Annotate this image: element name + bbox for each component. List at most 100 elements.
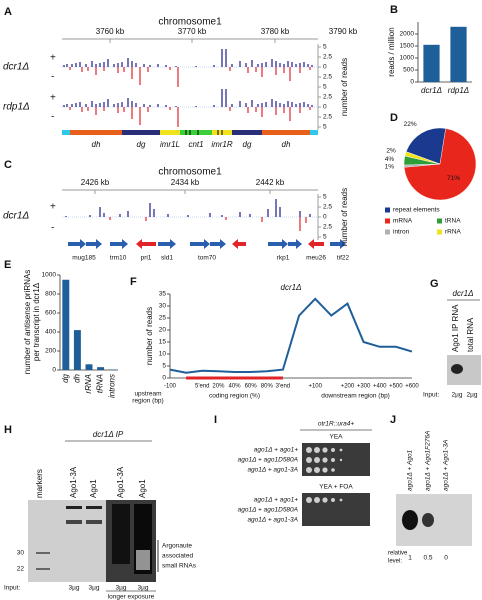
panel-label: A [4, 6, 12, 18]
x-tick-label: tRNA [96, 374, 105, 393]
strand-label: + [50, 93, 56, 104]
panel-label: J [390, 414, 396, 426]
chart-title: dcr1Δ [281, 283, 302, 292]
slice-label: 4% [385, 156, 395, 163]
x-tick-label: 5'end [195, 384, 210, 390]
annotation: Argonaute [162, 543, 192, 550]
chromosome-title: chromosome1 [158, 17, 222, 28]
bar [85, 364, 93, 370]
legend-label: tRNA [445, 218, 461, 225]
legend-swatch [385, 218, 390, 224]
lane-label: Ago1 [89, 479, 98, 498]
lane-label: ago1Δ + Ago1 [407, 449, 414, 491]
slice-label: 1% [385, 163, 395, 170]
y-tick-label: 1000 [400, 55, 415, 62]
annotation: associated [162, 553, 193, 560]
lane-label: Ago1 IP RNA [451, 304, 460, 352]
gene-label: mug185 [72, 255, 96, 262]
marker-size: 22 [17, 566, 25, 573]
panel-label: G [430, 278, 439, 290]
strand-label: - [51, 112, 54, 123]
x-tick-label: 80% [261, 384, 274, 390]
feature-label: dh [92, 140, 101, 149]
position-label: 3790 kb [329, 27, 358, 36]
scale-title: number of reads [340, 188, 349, 246]
lane-label: Ago1-3A [116, 466, 125, 498]
panel-label: C [4, 159, 12, 171]
gel-g [447, 299, 481, 385]
marker-size: 30 [17, 550, 25, 557]
y-tick-label: 600 [45, 310, 56, 317]
strain: ago1Δ + ago1D580A [238, 507, 298, 514]
y-tick-label: 35 [159, 291, 167, 298]
strand-label: - [51, 223, 54, 234]
x-tick-label: 20% [212, 384, 225, 390]
gene-label: tom70 [198, 255, 216, 262]
input-amount: 2µg [467, 392, 478, 399]
medium: YEA + FOA [319, 484, 353, 491]
strand-label: + [50, 53, 56, 64]
position-label: 2442 kb [256, 178, 285, 187]
scale-label: 0 [323, 214, 327, 221]
input-amount: 3µg [116, 585, 127, 592]
position-label: 3760 kb [96, 27, 125, 36]
bar [423, 44, 440, 82]
legend-label: mRNA [393, 218, 413, 225]
plates-i [300, 429, 372, 526]
legend-swatch [385, 229, 390, 235]
scale-label: 0 [323, 64, 327, 71]
strain: ago1Δ + ago1-3A [247, 467, 298, 474]
strand-label: - [51, 72, 54, 83]
scale-label: 2.5 [323, 224, 332, 231]
position-label: 2426 kb [81, 178, 110, 187]
x-tick-label: 40% [229, 384, 242, 390]
annotation: small RNAs [162, 563, 197, 570]
scale-label: 0 [323, 104, 327, 111]
gene-label: tif22 [337, 255, 350, 262]
gel-h [28, 440, 159, 592]
ip-label: dcr1Δ IP [93, 430, 124, 439]
strand-label: + [50, 202, 56, 213]
y-tick-label: 10 [159, 351, 167, 358]
panel-label: D [390, 112, 398, 124]
x-tick-label: dcr1Δ [421, 86, 442, 95]
gene-label: pri1 [141, 255, 152, 262]
scale-label: 2.5 [323, 94, 332, 101]
position-label: 3780 kb [261, 27, 290, 36]
scale-label: 5 [323, 84, 327, 91]
region-label: coding region (%) [209, 393, 260, 400]
pie-slice [405, 127, 446, 165]
level: 0.5 [423, 555, 432, 562]
y-tick-label: 1000 [42, 272, 57, 279]
panel-label: I [214, 414, 217, 426]
bar [450, 26, 467, 82]
legend-swatch [437, 229, 442, 235]
lane-label: ago1Δ + Ago1F276A [425, 431, 432, 491]
x-tick-label: -100 [164, 384, 177, 390]
position-label: 2434 kb [171, 178, 200, 187]
gene-label: meu26 [306, 255, 326, 262]
level: 0 [444, 555, 448, 562]
slice-label: 71% [447, 175, 460, 182]
y-tick-label: 0 [52, 367, 56, 374]
x-tick-label: 3'end [276, 384, 291, 390]
y-tick-label: 30 [159, 303, 167, 310]
track-name: dcr1Δ [3, 62, 29, 73]
scale-label: 5 [323, 194, 327, 201]
x-tick-label: +500 [389, 384, 403, 390]
slice-label: 2% [386, 148, 396, 155]
region-label: region (bp) [132, 398, 163, 405]
y-tick-label: 800 [45, 291, 56, 298]
x-tick-label: +200 [341, 384, 355, 390]
x-tick-label: +400 [373, 384, 387, 390]
x-tick-label: +300 [357, 384, 371, 390]
feature-label: dh [282, 140, 291, 149]
panel-label: F [130, 276, 137, 288]
x-tick-label: dh [73, 373, 82, 382]
scale-title: number of reads [340, 58, 349, 116]
bar [97, 367, 105, 370]
strain: ago1Δ + ago1+ [254, 497, 298, 504]
region-bar [186, 376, 283, 380]
line [169, 297, 413, 374]
